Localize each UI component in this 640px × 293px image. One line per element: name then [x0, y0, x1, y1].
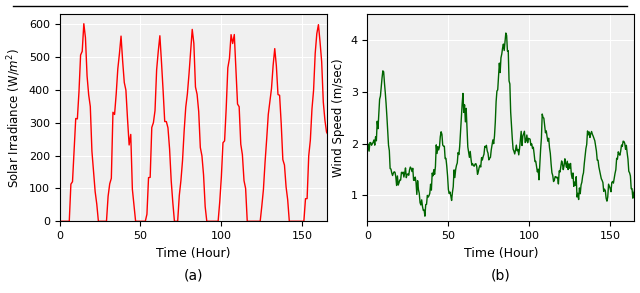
X-axis label: Time (Hour): Time (Hour) — [156, 246, 230, 260]
Text: (b): (b) — [491, 268, 511, 282]
Y-axis label: Solar Irradiance (W/$m^2$): Solar Irradiance (W/$m^2$) — [6, 48, 23, 188]
X-axis label: Time (Hour): Time (Hour) — [464, 246, 538, 260]
Text: (a): (a) — [183, 268, 203, 282]
Y-axis label: Wind Speed (m/sec): Wind Speed (m/sec) — [332, 59, 345, 177]
